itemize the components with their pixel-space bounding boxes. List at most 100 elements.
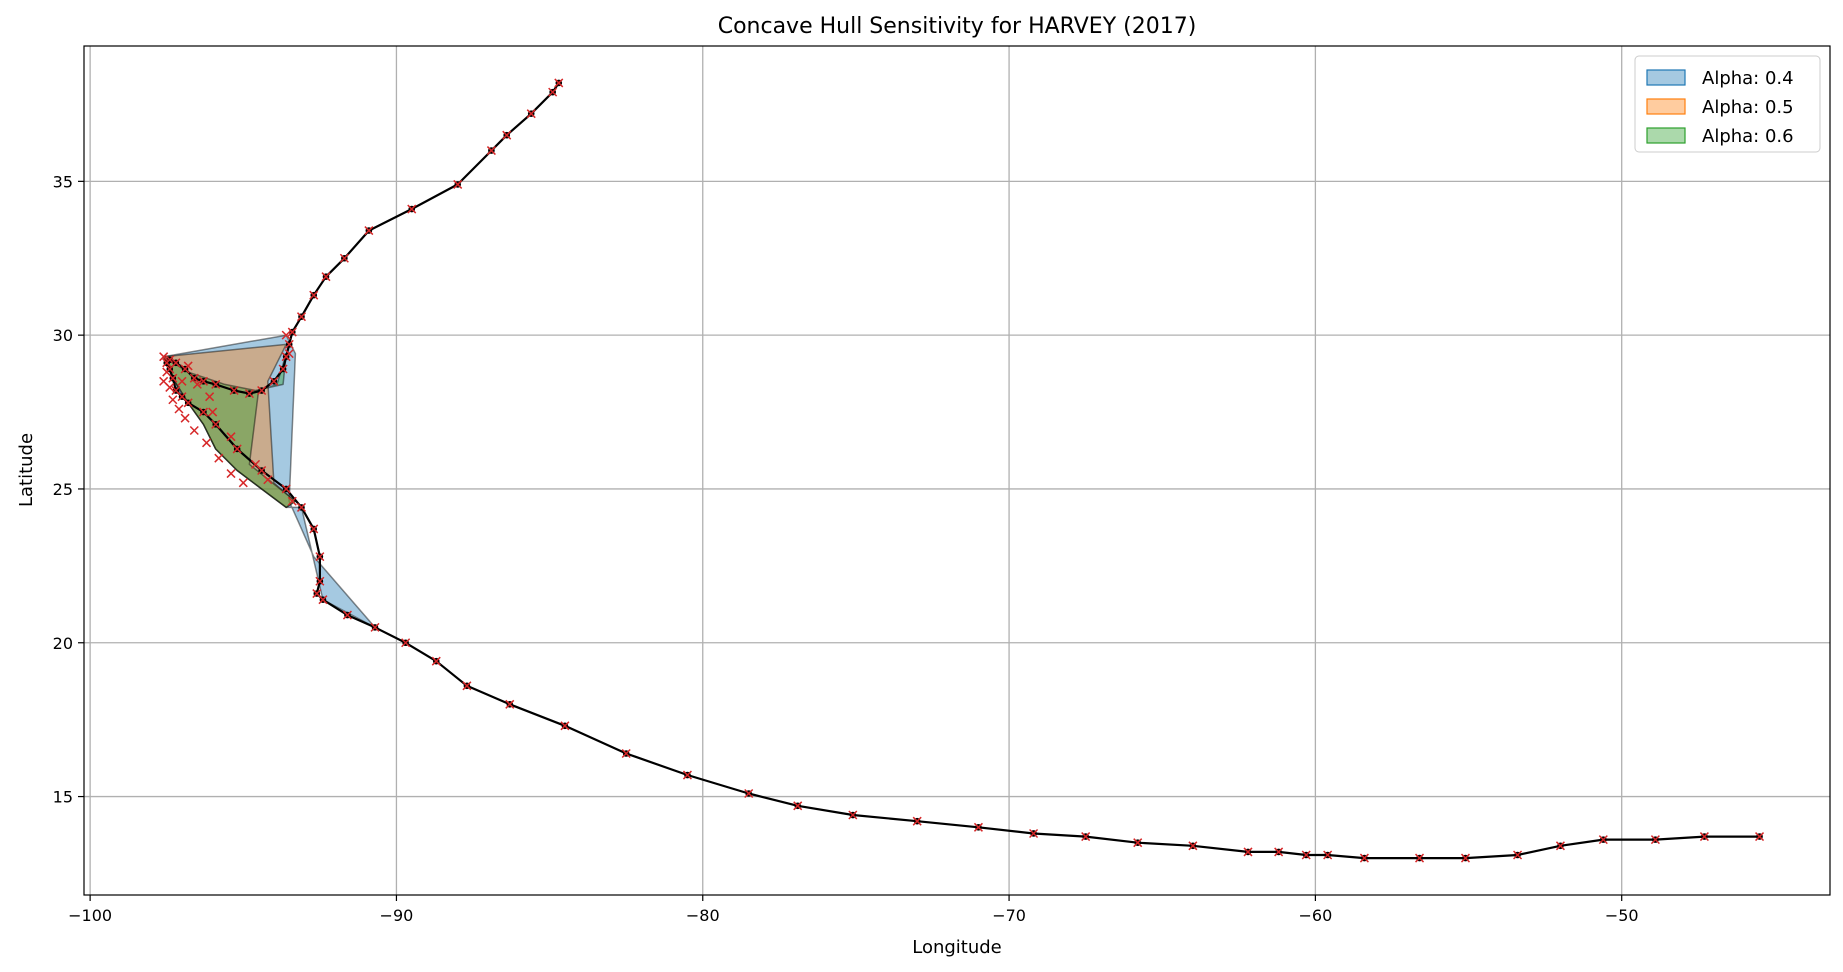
track-point-cross <box>165 355 175 365</box>
track-point-cross <box>1323 850 1333 860</box>
track-marker <box>238 478 248 488</box>
track-marker <box>208 407 218 417</box>
track-marker <box>263 475 273 485</box>
track-point-cross <box>502 130 512 140</box>
track-point-cross <box>281 484 291 494</box>
y-tick-label: 30 <box>53 326 73 345</box>
track-point-cross <box>312 589 322 599</box>
x-tick-label: −60 <box>1299 906 1333 925</box>
track-marker <box>189 425 199 436</box>
chart-title: Concave Hull Sensitivity for HARVEY (201… <box>718 14 1197 39</box>
track-point-cross <box>364 226 374 236</box>
track-point-cross <box>1460 853 1471 863</box>
track-point-cross <box>370 622 380 632</box>
x-axis-label: Longitude <box>912 937 1002 958</box>
track-marker <box>284 349 294 359</box>
track-point-cross <box>1301 850 1311 860</box>
track-point-cross <box>189 373 199 383</box>
track-point-cross <box>560 721 570 731</box>
track-point-cross <box>296 312 307 322</box>
track-point-cross <box>1555 841 1565 851</box>
y-tick-label: 35 <box>53 172 73 191</box>
track-point-cross <box>453 179 463 189</box>
y-tick-label: 20 <box>53 634 73 653</box>
plot-area <box>84 46 1830 895</box>
hull-06 <box>162 352 297 509</box>
track-marker <box>180 413 190 423</box>
y-axis-label: Latitude <box>16 433 37 507</box>
legend-label: Alpha: 0.5 <box>1702 97 1794 118</box>
plot-frame <box>83 45 1831 896</box>
x-tick-label: −100 <box>68 906 112 925</box>
track-marker <box>168 395 178 405</box>
track-markers <box>159 78 1765 863</box>
track-point-cross <box>1274 847 1284 857</box>
track-point-cross <box>1415 853 1425 863</box>
y-axis-ticks: 15 20 25 30 35 <box>53 172 84 807</box>
track-marker <box>287 496 297 506</box>
legend-swatch <box>1646 98 1686 115</box>
track-point-cross <box>1650 835 1660 845</box>
track-marker <box>251 459 261 469</box>
track-point-cross <box>682 770 692 780</box>
track-point-cross <box>315 552 325 562</box>
track-point-cross <box>1188 841 1198 851</box>
track-point-cross <box>848 810 858 820</box>
track-point-cross <box>339 253 349 263</box>
x-tick-label: −80 <box>686 906 720 925</box>
gridlines <box>84 46 1830 895</box>
track-point-cross <box>171 358 181 368</box>
legend-swatch <box>1646 69 1686 86</box>
track-point-cross <box>1243 847 1253 857</box>
track-point-cross <box>431 656 441 666</box>
track-point-cross <box>1359 853 1369 863</box>
track-point-cross <box>1029 828 1039 839</box>
x-tick-label: −90 <box>380 906 414 925</box>
track-marker <box>226 469 236 479</box>
track-point-cross <box>315 576 325 586</box>
track-marker <box>183 361 193 371</box>
track-point-cross <box>1081 832 1091 842</box>
track-marker <box>205 392 215 402</box>
track-point-cross <box>309 524 319 534</box>
track-point-cross <box>621 748 631 759</box>
track-point-cross <box>232 444 242 454</box>
track-point-cross <box>744 788 754 799</box>
track-point-cross <box>505 699 515 709</box>
track-point-cross <box>309 290 319 300</box>
track-point-cross <box>287 327 297 337</box>
track-point-cross <box>171 385 181 396</box>
track-point-cross <box>407 204 417 214</box>
x-axis-ticks: −100 −90 −80 −70 −60 −50 <box>68 895 1639 925</box>
track-point-cross <box>1598 835 1608 845</box>
legend-swatch <box>1646 127 1686 144</box>
track-point-cross <box>793 801 803 811</box>
track-marker <box>159 376 169 386</box>
track-point-cross <box>244 389 254 399</box>
track-point-cross <box>1755 832 1765 842</box>
track-point-cross <box>321 272 331 282</box>
legend-label: Alpha: 0.6 <box>1702 126 1794 147</box>
track-point-cross <box>257 385 267 396</box>
legend-items: Alpha: 0.4 Alpha: 0.5 Alpha: 0.6 <box>1646 68 1794 147</box>
track-point-cross <box>462 681 472 691</box>
track-marker <box>214 453 224 463</box>
track-point-cross <box>526 109 536 119</box>
track-marker <box>281 330 291 340</box>
track-marker <box>159 352 169 362</box>
x-tick-label: −50 <box>1605 906 1639 925</box>
track-marker <box>192 379 202 389</box>
track-point-cross <box>401 638 411 648</box>
track-point-cross <box>278 364 288 374</box>
track-marker <box>201 438 212 448</box>
y-tick-label: 25 <box>53 480 73 499</box>
legend-label: Alpha: 0.4 <box>1702 68 1794 89</box>
track-point-cross <box>211 419 221 429</box>
x-tick-label: −70 <box>992 906 1026 925</box>
track-point-cross <box>912 816 922 826</box>
track-point-cross <box>296 502 307 512</box>
track-marker <box>226 432 236 442</box>
track-point-cross <box>198 407 208 417</box>
track-point-cross <box>1513 850 1523 860</box>
track-point-cross <box>342 610 352 620</box>
